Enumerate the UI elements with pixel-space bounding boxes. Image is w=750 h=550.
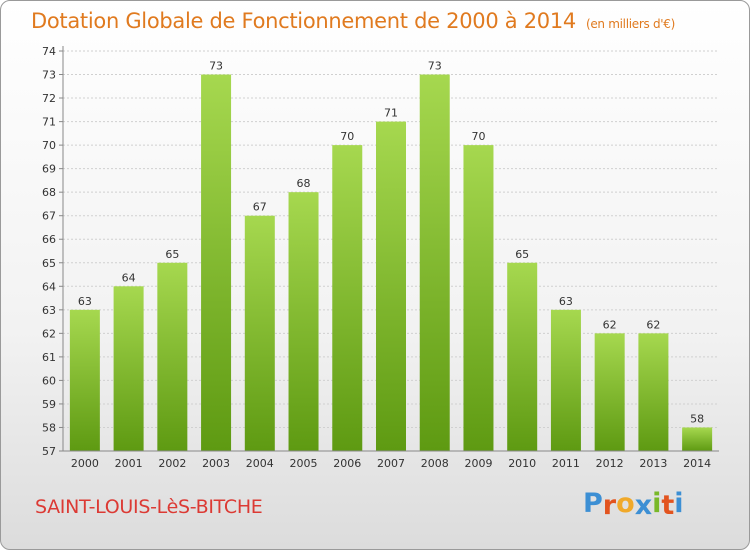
x-tick-label-2011: 2011 [552, 457, 580, 470]
y-tick-label-70: 70 [42, 139, 56, 152]
x-tick-label-2009: 2009 [464, 457, 492, 470]
y-tick-label-69: 69 [42, 163, 56, 176]
data-label-2011: 63 [559, 295, 573, 308]
x-tick-label-2007: 2007 [377, 457, 405, 470]
y-tick-label-65: 65 [42, 257, 56, 270]
y-tick-label-74: 74 [42, 45, 56, 58]
x-tick-label-2010: 2010 [508, 457, 536, 470]
x-tick-label-2012: 2012 [596, 457, 624, 470]
bar-2003[interactable] [201, 74, 232, 451]
data-label-2010: 65 [515, 248, 529, 261]
chart-unit: (en milliers d'€) [585, 17, 675, 31]
y-tick-label-67: 67 [42, 210, 56, 223]
logo-letter: r [602, 490, 617, 521]
data-label-2001: 64 [122, 271, 136, 284]
x-tick-label-2008: 2008 [421, 457, 449, 470]
y-tick-label-57: 57 [42, 445, 56, 458]
y-tick-label-61: 61 [42, 351, 56, 364]
bar-2001[interactable] [113, 286, 144, 451]
logo-letter: P [583, 488, 603, 519]
x-tick-label-2002: 2002 [158, 457, 186, 470]
x-tick-label-2001: 2001 [115, 457, 143, 470]
x-tick-label-2003: 2003 [202, 457, 230, 470]
data-labels: 63 64 65 73 67 68 70 71 73 70 65 63 62 62 58 [78, 60, 704, 426]
bar-2002[interactable] [157, 262, 188, 451]
x-tick-label-2005: 2005 [290, 457, 318, 470]
bar-2008[interactable] [419, 74, 450, 451]
y-tick-label-68: 68 [42, 186, 56, 199]
logo-letter: i [674, 488, 684, 519]
bar-2009[interactable] [463, 145, 494, 451]
bar-2011[interactable] [550, 309, 581, 451]
bar-2012[interactable] [594, 333, 625, 451]
data-label-2006: 70 [340, 130, 354, 143]
y-tick-label-59: 59 [42, 398, 56, 411]
data-label-2003: 73 [209, 60, 223, 73]
data-label-2009: 70 [471, 130, 485, 143]
data-label-2004: 67 [253, 201, 267, 214]
bar-2007[interactable] [376, 121, 406, 452]
data-label-2007: 71 [384, 107, 398, 120]
logo-letter: o [616, 488, 635, 519]
logo-letter: t [661, 490, 675, 521]
x-tick-label-2013: 2013 [639, 457, 667, 470]
bar-2013[interactable] [638, 333, 669, 451]
data-label-2012: 62 [603, 318, 617, 331]
bar-2004[interactable] [244, 215, 275, 451]
chart-title-text: Dotation Globale de Fonctionnement de 20… [31, 9, 576, 33]
y-tick-label-73: 73 [42, 69, 56, 82]
data-label-2014: 58 [690, 412, 704, 425]
chart-title: Dotation Globale de Fonctionnement de 20… [31, 9, 675, 33]
bar-2010[interactable] [507, 262, 538, 451]
y-tick-label-72: 72 [42, 92, 56, 105]
x-tick-label-2014: 2014 [683, 457, 711, 470]
bar-2014[interactable] [682, 427, 713, 451]
data-label-2005: 68 [297, 177, 311, 190]
y-tick-label-62: 62 [42, 327, 56, 340]
data-label-2008: 73 [428, 60, 442, 73]
bars [69, 74, 713, 452]
x-tick-label-2006: 2006 [333, 457, 361, 470]
bar-2006[interactable] [332, 145, 363, 451]
x-tick-label-2000: 2000 [71, 457, 99, 470]
bar-2000[interactable] [69, 309, 100, 451]
bar-2005[interactable] [288, 192, 319, 452]
y-tick-label-60: 60 [42, 374, 56, 387]
data-label-2013: 62 [646, 318, 660, 331]
axes: 57 58 59 60 61 62 63 64 65 66 67 68 69 70 71 72 73 74 2000… [42, 45, 719, 470]
logo-letter: i [652, 488, 662, 519]
y-tick-label-63: 63 [42, 304, 56, 317]
y-tick-label-66: 66 [42, 233, 56, 246]
y-tick-label-58: 58 [42, 421, 56, 434]
data-label-2000: 63 [78, 295, 92, 308]
y-tick-label-71: 71 [42, 116, 56, 129]
x-tick-label-2004: 2004 [246, 457, 274, 470]
proxiti-logo[interactable]: Proxiti [583, 488, 684, 521]
commune-name: SAINT-LOUIS-LèS-BITCHE [35, 496, 263, 518]
data-label-2002: 65 [165, 248, 179, 261]
logo-letter: x [634, 490, 653, 521]
y-tick-label-64: 64 [42, 280, 56, 293]
